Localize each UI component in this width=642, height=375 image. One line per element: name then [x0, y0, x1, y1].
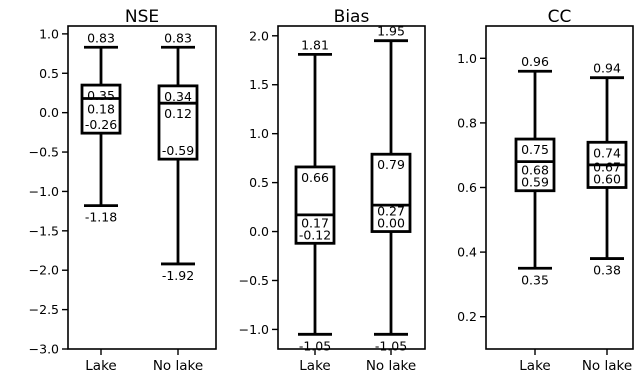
- x-tick-label: Lake: [299, 358, 330, 374]
- q1-label: 0.59: [521, 175, 549, 190]
- x-tick-label: No lake: [153, 358, 203, 374]
- whisker-low-label: -1.05: [375, 338, 407, 353]
- plot-frame: [277, 25, 426, 350]
- y-tick-label: 1.0: [249, 126, 269, 141]
- iqr-box: [370, 152, 412, 233]
- median-label: 0.18: [87, 101, 115, 116]
- panel-bias: Bias 2.0 1.5 1.0 0.5 0.0 −0.5 −1.0 Lake No lake 1.…: [239, 7, 426, 374]
- y-tick-label: −2.5: [29, 302, 59, 317]
- y-tick-label: 0.0: [249, 224, 269, 239]
- median-label: 0.68: [521, 163, 549, 178]
- y-tick-label: −1.5: [29, 223, 59, 238]
- panel-title: Bias: [334, 7, 370, 27]
- whisker-low-label: -1.92: [162, 268, 194, 283]
- panel-title: NSE: [125, 7, 159, 27]
- y-tick-label: −0.5: [29, 145, 59, 160]
- q3-label: 0.35: [87, 88, 115, 103]
- y-tick-label: 0.6: [457, 180, 477, 195]
- panel-cc: CC 1.0 0.8 0.6 0.4 0.2 Lake No lake 0.96 0.35 0.75…: [457, 7, 634, 374]
- whisker-high-label: 0.83: [164, 30, 192, 45]
- q3-label: 0.75: [521, 142, 549, 157]
- q3-label: 0.74: [593, 145, 621, 160]
- y-tick-label: 0.4: [457, 245, 477, 260]
- x-tick-label: Lake: [519, 358, 550, 374]
- median-label: 0.67: [593, 160, 621, 175]
- whisker-low-label: 0.38: [593, 263, 621, 278]
- q1-label: 0.00: [377, 216, 405, 231]
- y-tick-label: −3.0: [29, 342, 59, 357]
- y-tick-label: −1.0: [29, 184, 59, 199]
- q1-label: -0.59: [162, 143, 194, 158]
- y-tick-label: 0.0: [39, 105, 59, 120]
- y-tick-label: −1.0: [239, 322, 269, 337]
- y-tick-label: 1.5: [249, 77, 269, 92]
- q3-label: 0.34: [164, 89, 192, 104]
- box-no-lake: 1.95 -1.05 0.79 0.270.00: [370, 24, 412, 353]
- panel-title: CC: [548, 7, 572, 27]
- whisker-high-label: 0.83: [87, 30, 115, 45]
- box-no-lake: 0.94 0.38 0.740.670.60: [586, 61, 628, 278]
- q3-label: 0.66: [301, 170, 329, 185]
- whisker-low-label: -1.05: [299, 338, 331, 353]
- y-tick-label: 0.8: [457, 115, 477, 130]
- whisker-high-label: 1.81: [301, 37, 329, 52]
- box-lake: 0.83 -1.18 0.350.18-0.26: [80, 30, 122, 225]
- whisker-high-label: 1.95: [377, 24, 405, 39]
- x-tick-label: No lake: [366, 358, 416, 374]
- whisker-low-label: -1.18: [85, 210, 117, 225]
- whisker-high-label: 0.96: [521, 54, 549, 69]
- whisker-high-label: 0.94: [593, 61, 621, 76]
- median-label: 0.12: [164, 106, 192, 121]
- y-tick-label: 1.0: [39, 26, 59, 41]
- box-lake: 0.96 0.35 0.75 0.680.59: [514, 54, 556, 287]
- y-tick-label: 0.2: [457, 309, 477, 324]
- y-tick-label: −0.5: [239, 273, 269, 288]
- q1-label: 0.60: [593, 172, 621, 187]
- y-tick-label: 2.0: [249, 28, 269, 43]
- y-tick-label: 0.5: [39, 66, 59, 81]
- box-no-lake: 0.83 -1.92 0.34 0.12 -0.59: [157, 30, 199, 283]
- q3-label: 0.79: [377, 157, 405, 172]
- iqr-box: [80, 83, 122, 135]
- box-lake: 1.81 -1.05 0.66 0.17-0.12: [294, 37, 336, 353]
- x-tick-label: Lake: [85, 358, 116, 374]
- iqr-box: [294, 165, 336, 245]
- y-tick-label: 0.5: [249, 175, 269, 190]
- q1-label: -0.12: [299, 227, 331, 242]
- plot-frame: [67, 25, 217, 350]
- whisker-low-label: 0.35: [521, 272, 549, 287]
- median-label: 0.17: [301, 215, 329, 230]
- y-tick-label: 1.0: [457, 51, 477, 66]
- median-label: 0.27: [377, 204, 405, 219]
- q1-label: -0.26: [85, 117, 117, 132]
- panel-nse: NSE 1.0 0.5 0.0 −0.5 −1.0 −1.5 −2.0 −2.5 −3.0 Lake…: [29, 7, 217, 374]
- y-tick-label: −2.0: [29, 263, 59, 278]
- x-tick-label: No lake: [582, 358, 632, 374]
- iqr-box: [514, 137, 556, 193]
- iqr-box: [157, 84, 199, 161]
